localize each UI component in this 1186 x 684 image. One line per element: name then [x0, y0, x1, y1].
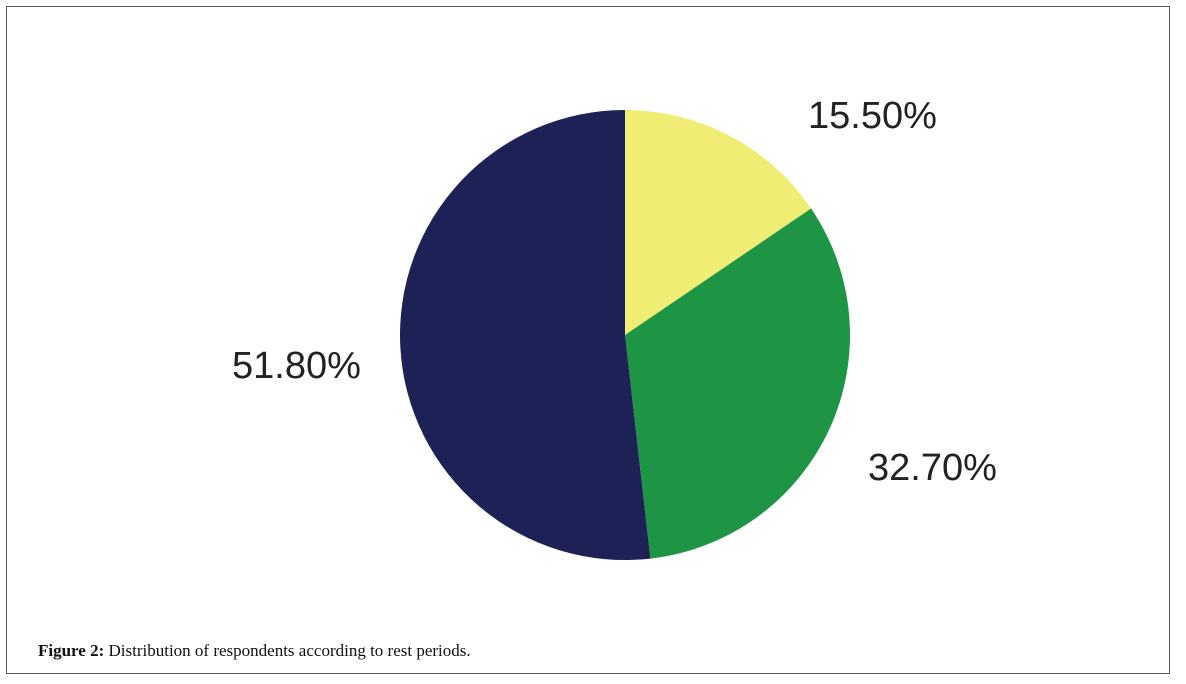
pie-slice: [625, 208, 851, 559]
caption-text: Distribution of respondents according to…: [108, 641, 471, 660]
pie-slice: [400, 110, 651, 560]
caption-label: Figure 2:: [38, 641, 105, 660]
figure-frame: [6, 6, 1170, 674]
slice-label: 32.70%: [868, 447, 997, 489]
slice-label: 51.80%: [232, 345, 361, 387]
figure-caption: Figure 2: Distribution of respondents ac…: [38, 641, 471, 661]
slice-label: 15.50%: [808, 95, 937, 137]
pie-slice: [625, 110, 812, 335]
